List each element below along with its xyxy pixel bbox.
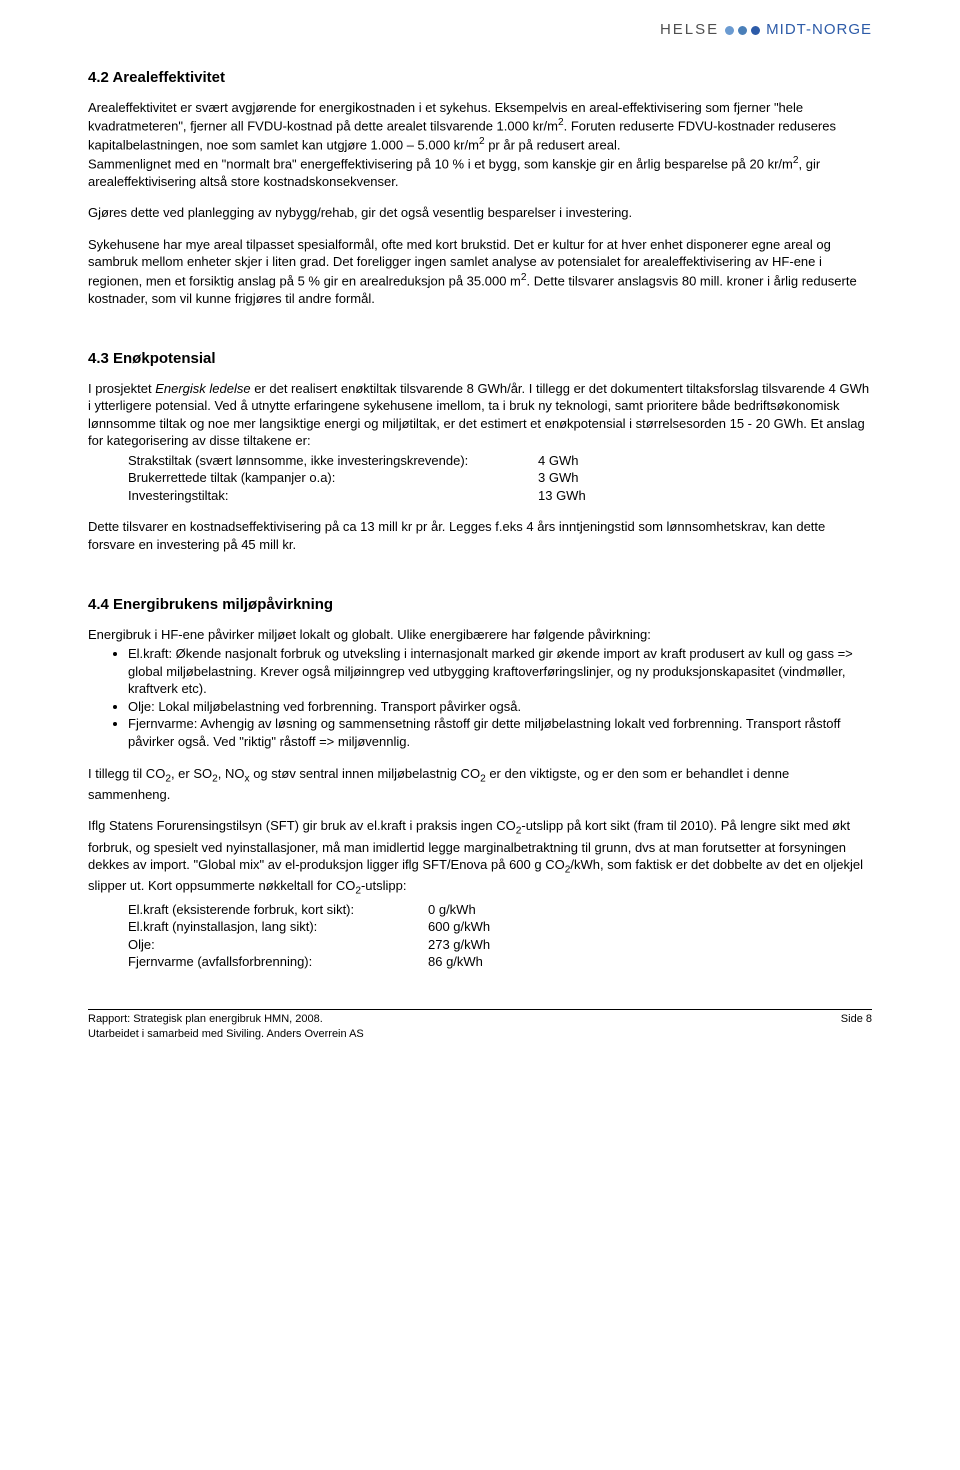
footer-left: Rapport: Strategisk plan energibruk HMN,… bbox=[88, 1012, 364, 1042]
heading-4-2: 4.2 Arealeffektivitet bbox=[88, 68, 872, 88]
s44-list1: El.kraft: Økende nasjonalt forbruk og ut… bbox=[88, 645, 872, 750]
list-item: Olje:273 g/kWh bbox=[128, 936, 872, 954]
list-item: Olje: Lokal miljøbelastning ved forbrenn… bbox=[128, 698, 872, 716]
list-item: El.kraft (eksisterende forbruk, kort sik… bbox=[128, 901, 872, 919]
s42-p3: Sykehusene har mye areal tilpasset spesi… bbox=[88, 236, 872, 308]
s44-p2: I tillegg til CO2, er SO2, NOx og støv s… bbox=[88, 765, 872, 804]
footer-page: Side 8 bbox=[841, 1012, 872, 1042]
s42-p1: Arealeffektivitet er svært avgjørende fo… bbox=[88, 99, 872, 191]
list-item: Fjernvarme: Avhengig av løsning og samme… bbox=[128, 715, 872, 750]
footer: Rapport: Strategisk plan energibruk HMN,… bbox=[88, 1009, 872, 1042]
list-item: Investeringstiltak:13 GWh bbox=[128, 487, 872, 505]
list-item: El.kraft: Økende nasjonalt forbruk og ut… bbox=[128, 645, 872, 698]
heading-4-4: 4.4 Energibrukens miljøpåvirkning bbox=[88, 595, 872, 615]
s43-p1: I prosjektet Energisk ledelse er det rea… bbox=[88, 380, 872, 450]
list-item: Brukerrettede tiltak (kampanjer o.a):3 G… bbox=[128, 469, 872, 487]
logo-dots bbox=[725, 26, 760, 35]
heading-4-3: 4.3 Enøkpotensial bbox=[88, 349, 872, 369]
s44-list2: El.kraft (eksisterende forbruk, kort sik… bbox=[88, 901, 872, 971]
header-logo: HELSE MIDT-NORGE bbox=[88, 20, 872, 40]
list-item: El.kraft (nyinstallasjon, lang sikt):600… bbox=[128, 918, 872, 936]
logo-helse: HELSE bbox=[660, 20, 719, 40]
s44-p1: Energibruk i HF-ene påvirker miljøet lok… bbox=[88, 626, 872, 644]
s42-p2: Gjøres dette ved planlegging av nybygg/r… bbox=[88, 204, 872, 222]
list-item: Strakstiltak (svært lønnsomme, ikke inve… bbox=[128, 452, 872, 470]
logo: HELSE MIDT-NORGE bbox=[660, 20, 872, 40]
s44-p3: Iflg Statens Forurensingstilsyn (SFT) gi… bbox=[88, 817, 872, 898]
s43-list: Strakstiltak (svært lønnsomme, ikke inve… bbox=[88, 452, 872, 505]
s43-p2: Dette tilsvarer en kostnadseffektiviseri… bbox=[88, 518, 872, 553]
logo-midt: MIDT-NORGE bbox=[766, 20, 872, 40]
list-item: Fjernvarme (avfallsforbrenning):86 g/kWh bbox=[128, 953, 872, 971]
